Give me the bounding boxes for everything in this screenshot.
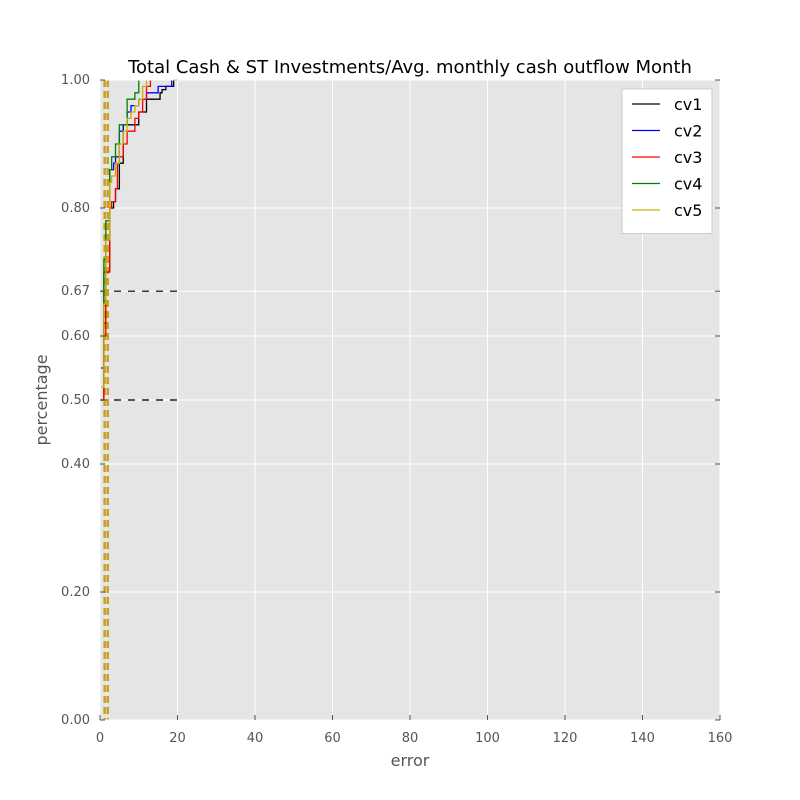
x-axis-ticks: 0 20 40 60 80 100 120 140 160 <box>96 715 733 746</box>
y-tick-label: 0.67 <box>61 284 90 299</box>
legend: cv1 cv2 cv3 cv4 cv5 <box>621 88 713 234</box>
series-line-cv5 <box>101 80 148 388</box>
x-tick-label: 100 <box>475 731 500 746</box>
y-tick-label: 0.00 <box>61 713 90 728</box>
x-tick-label: 60 <box>324 731 341 746</box>
x-tick-label: 140 <box>630 731 655 746</box>
x-tick-label: 80 <box>402 731 419 746</box>
legend-label-cv1: cv1 <box>674 95 702 114</box>
chart-title: Total Cash & ST Investments/Avg. monthly… <box>127 57 692 78</box>
x-tick-label: 20 <box>169 731 186 746</box>
legend-label-cv3: cv3 <box>674 148 702 167</box>
x-tick-label: 120 <box>553 731 578 746</box>
y-tick-label: 0.40 <box>61 457 90 472</box>
y-axis-label: percentage <box>32 354 51 445</box>
y-tick-label: 0.60 <box>61 329 90 344</box>
y-tick-label: 0.50 <box>61 393 90 408</box>
y-axis-ticks: 0.00 0.20 0.40 0.50 0.60 0.67 0.80 1.00 <box>61 73 720 728</box>
legend-label-cv4: cv4 <box>674 175 702 194</box>
series-line-cv3 <box>101 80 152 401</box>
y-tick-label: 0.20 <box>61 585 90 600</box>
x-tick-label: 160 <box>708 731 733 746</box>
series-lines <box>101 79 178 401</box>
x-tick-label: 0 <box>96 731 104 746</box>
y-tick-label: 1.00 <box>61 73 90 88</box>
x-axis-label: error <box>391 751 430 770</box>
x-tick-label: 40 <box>247 731 264 746</box>
y-tick-label: 0.80 <box>61 201 90 216</box>
legend-label-cv2: cv2 <box>674 122 702 141</box>
legend-label-cv5: cv5 <box>674 201 702 220</box>
